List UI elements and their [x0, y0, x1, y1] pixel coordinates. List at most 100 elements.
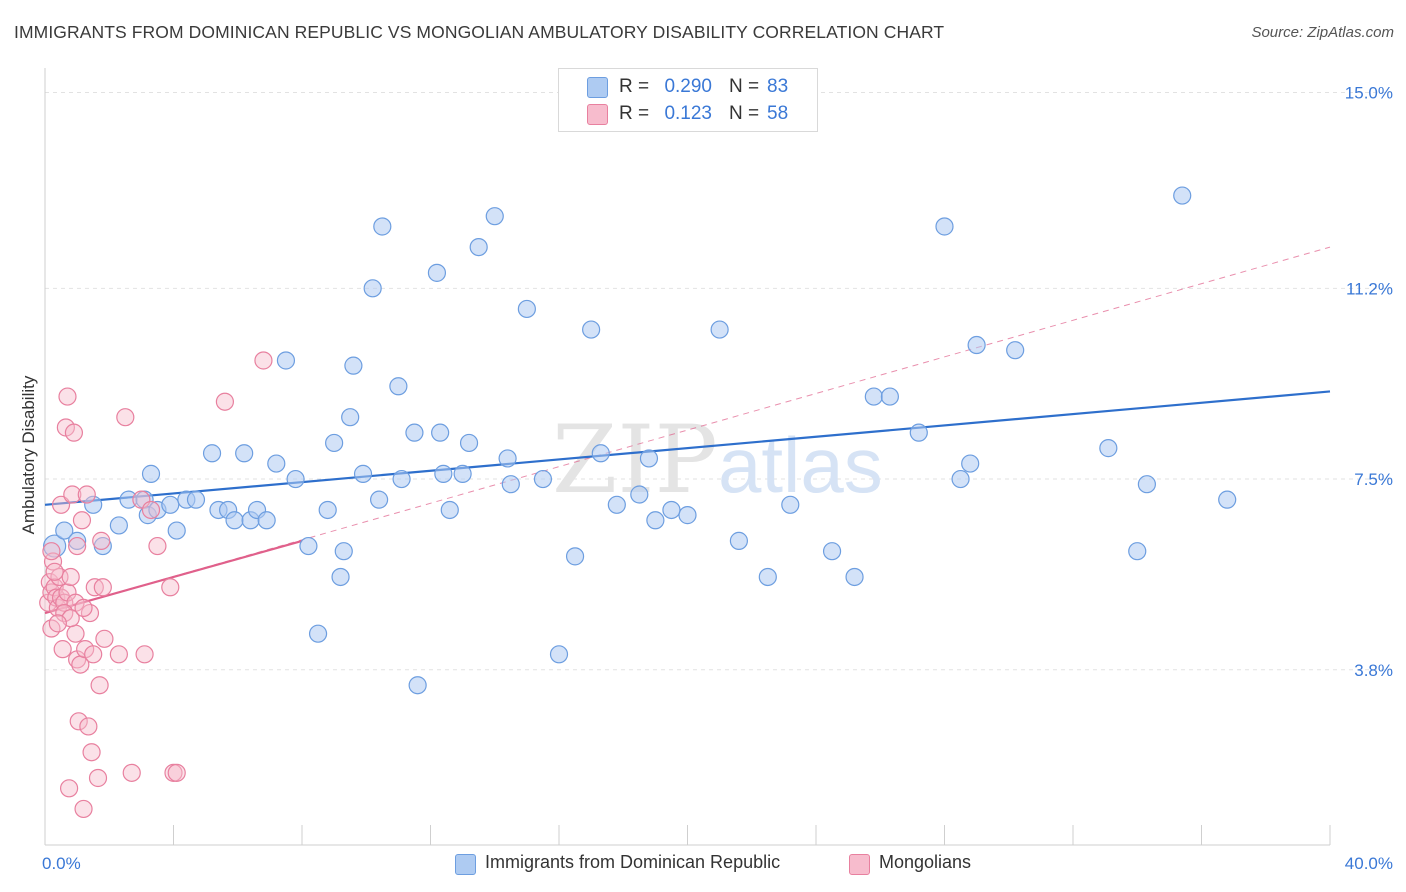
data-point-mongolians [58, 387, 77, 406]
data-point-mongolians [77, 485, 96, 504]
data-point-dominican [582, 320, 601, 339]
legend-swatch-blue [587, 77, 608, 98]
data-point-dominican [161, 495, 180, 514]
data-point-dominican [498, 449, 517, 468]
data-point-dominican [549, 645, 569, 664]
data-point-mongolians [64, 423, 84, 442]
data-point-dominican [967, 335, 986, 355]
data-point-dominican [1173, 186, 1192, 205]
data-point-dominican [710, 320, 729, 339]
data-point-mongolians [122, 763, 141, 782]
y-axis-label: Ambulatory Disability [19, 375, 38, 535]
data-point-dominican [1006, 341, 1025, 360]
data-point-mongolians [42, 583, 61, 602]
data-point-dominican [373, 217, 392, 236]
data-point-dominican [331, 567, 350, 587]
data-point-dominican [758, 567, 777, 587]
data-point-mongolians [84, 645, 103, 664]
data-point-mongolians [61, 567, 80, 587]
data-point-dominican [405, 423, 424, 442]
data-point-dominican [344, 356, 363, 375]
legend-swatch-pink [849, 854, 870, 875]
data-point-dominican [935, 217, 954, 236]
y-tick-label: 11.2% [1346, 279, 1393, 298]
data-point-dominican [341, 408, 360, 427]
data-point-dominican [389, 377, 408, 396]
data-point-mongolians [92, 531, 111, 550]
data-point-dominican [880, 387, 899, 406]
data-point-dominican [334, 542, 353, 561]
data-point-dominican [1128, 542, 1147, 561]
series-mongolians [39, 351, 273, 819]
data-point-dominican [1099, 439, 1118, 458]
watermark-atlas: atlas [718, 421, 883, 509]
data-point-mongolians [167, 763, 186, 782]
data-point-dominican [225, 511, 244, 530]
data-point-dominican [678, 506, 697, 525]
source-credit: Source: ZipAtlas.com [1251, 24, 1394, 41]
data-point-dominican [630, 485, 649, 504]
data-point-dominican [363, 279, 382, 298]
data-point-dominican [485, 207, 504, 226]
y-tick-label: 3.8% [1354, 661, 1393, 680]
data-point-mongolians [42, 542, 61, 561]
data-point-dominican [951, 469, 970, 489]
data-point-dominican [639, 449, 659, 468]
n-label: N = [729, 103, 760, 124]
legend-stats: R = 0.290 N = 83 R = 0.123 N = 58 [558, 68, 818, 132]
data-point-dominican [408, 676, 427, 695]
r-value: 0.123 [664, 103, 712, 124]
data-point-dominican [318, 500, 337, 520]
data-point-dominican [235, 444, 254, 463]
data-point-mongolians [63, 485, 82, 504]
y-tick-label: 15.0% [1345, 83, 1393, 102]
data-point-dominican [607, 495, 626, 514]
data-point-dominican [141, 464, 161, 483]
data-point-mongolians [116, 408, 135, 427]
data-point-mongolians [95, 629, 114, 648]
data-point-mongolians [66, 624, 85, 643]
data-point-dominican [459, 433, 479, 453]
data-point-dominican [55, 521, 74, 540]
axes [44, 68, 1331, 846]
x-tick-label: 40.0% [1345, 854, 1393, 873]
data-point-dominican [845, 567, 864, 587]
data-point-dominican [501, 475, 520, 494]
data-point-mongolians [82, 743, 101, 762]
data-point-dominican [109, 516, 128, 535]
data-point-dominican [591, 444, 610, 463]
legend-label: Mongolians [879, 852, 972, 872]
data-point-mongolians [74, 598, 93, 617]
r-label: R = [619, 103, 650, 124]
data-point-dominican [646, 511, 665, 530]
legend-label: Immigrants from Dominican Republic [485, 852, 781, 872]
data-point-mongolians [51, 495, 71, 514]
data-point-dominican [325, 433, 344, 453]
data-point-dominican [517, 299, 536, 319]
data-point-dominican [286, 469, 305, 489]
data-point-dominican [84, 495, 103, 514]
legend-series: Immigrants from Dominican Republic Mongo… [0, 852, 1406, 878]
n-value: 58 [767, 103, 789, 124]
data-point-mongolians [74, 799, 93, 819]
data-point-mongolians [72, 511, 92, 530]
watermark: ZIP atlas [552, 406, 883, 515]
data-point-mongolians [48, 614, 67, 633]
data-point-mongolians [141, 500, 161, 520]
data-point-dominican [822, 542, 842, 561]
data-point-dominican [202, 444, 222, 463]
chart-title: IMMIGRANTS FROM DOMINICAN REPUBLIC VS MO… [14, 22, 945, 42]
data-point-dominican [431, 423, 450, 442]
data-point-dominican [440, 500, 459, 520]
data-point-dominican [864, 387, 883, 406]
data-point-dominican [353, 464, 373, 483]
data-point-mongolians [93, 578, 112, 597]
data-point-dominican [1218, 490, 1237, 509]
data-point-dominican [469, 237, 488, 257]
data-point-dominican [308, 624, 328, 643]
data-point-mongolians [79, 717, 98, 736]
legend-row-dominican: R = 0.290 N = 83 [559, 74, 817, 101]
data-point-mongolians [109, 645, 128, 664]
legend-row-mongolians: R = 0.123 N = 58 [559, 101, 817, 128]
